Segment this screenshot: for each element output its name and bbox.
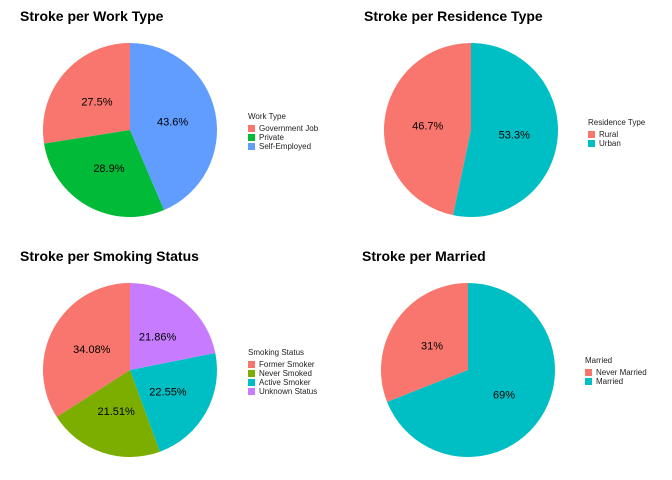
slice-label-married: 69% xyxy=(493,389,515,401)
pie-slice-never-married xyxy=(381,283,468,403)
chart-title: Stroke per Married xyxy=(362,248,486,264)
legend-item-married: Married xyxy=(585,377,647,386)
legend-swatch xyxy=(248,134,255,141)
legend-title: Smoking Status xyxy=(248,348,305,357)
legend-title: Work Type xyxy=(248,112,286,121)
slice-label-never-married: 31% xyxy=(421,341,443,353)
legend-item-urban: Urban xyxy=(588,139,645,148)
chart-panel-work-type: Stroke per Work Type 27.5% 28.9% 43.6% Wor… xyxy=(0,0,336,240)
legend: Work Type Government Job Private Self-Emplo… xyxy=(248,112,318,151)
pie-chart: 34.08% 21.51% 22.55% 21.86% xyxy=(43,283,217,457)
legend-item-private: Private xyxy=(248,133,318,142)
pie-slice-private xyxy=(44,130,165,217)
legend-swatch xyxy=(248,125,255,132)
slice-label-government-job: 27.5% xyxy=(81,97,112,109)
legend-title: Residence Type xyxy=(588,118,646,127)
legend-swatch xyxy=(248,388,255,395)
slice-label-never-smoked: 21.51% xyxy=(97,406,135,418)
pie-slice-former-smoker xyxy=(43,283,130,417)
legend-label: Active Smoker xyxy=(259,378,311,387)
legend-item-government-job: Government Job xyxy=(248,124,318,133)
legend-swatch xyxy=(588,131,595,138)
legend: Residence Type Rural Urban xyxy=(588,118,645,148)
legend-item-rural: Rural xyxy=(588,130,645,139)
legend-label: Married xyxy=(596,377,624,386)
pie-slice-active-smoker xyxy=(130,352,217,452)
legend-label: Government Job xyxy=(259,124,319,133)
chart-title: Stroke per Residence Type xyxy=(364,8,543,24)
pie-slice-urban xyxy=(453,43,559,217)
legend-label: Former Smoker xyxy=(259,360,315,369)
legend-item-never-married: Never Married xyxy=(585,368,647,377)
slice-label-active-smoker: 22.55% xyxy=(149,386,187,398)
slice-label-unknown-status: 21.86% xyxy=(139,331,177,343)
legend: Smoking Status Former Smoker Never Smoked A… xyxy=(248,348,317,396)
legend-title: Married xyxy=(585,356,613,365)
legend-swatch xyxy=(248,143,255,150)
pie-chart: 27.5% 28.9% 43.6% xyxy=(43,43,217,217)
pie-chart: 31% 69% xyxy=(381,283,555,457)
slice-label-private: 28.9% xyxy=(93,163,124,175)
slice-label-self-employed: 43.6% xyxy=(157,116,188,128)
legend-label: Self-Employed xyxy=(259,142,312,151)
pie-slice-married xyxy=(387,283,555,457)
legend-label: Unknown Status xyxy=(259,387,318,396)
pie-slice-never-smoked xyxy=(56,370,160,457)
legend-swatch xyxy=(248,361,255,368)
legend-swatch xyxy=(585,369,592,376)
chart-title: Stroke per Smoking Status xyxy=(20,248,199,264)
legend-swatch xyxy=(248,370,255,377)
legend-item-unknown-status: Unknown Status xyxy=(248,387,317,396)
legend-swatch xyxy=(588,140,595,147)
chart-panel-smoking-status: Stroke per Smoking Status 34.08% 21.51% 22… xyxy=(0,240,336,480)
pie-chart: 46.7% 53.3% xyxy=(384,43,559,217)
legend: Married Never Married Married xyxy=(585,356,647,386)
chart-panel-married: Stroke per Married 31% 69% Married Never M… xyxy=(336,240,672,480)
legend-swatch xyxy=(585,378,592,385)
chart-title: Stroke per Work Type xyxy=(20,8,164,24)
legend-item-former-smoker: Former Smoker xyxy=(248,360,317,369)
pie-slice-unknown-status xyxy=(130,283,216,370)
legend-label: Rural xyxy=(599,130,619,139)
legend-label: Never Smoked xyxy=(259,369,312,378)
pie-slice-government-job xyxy=(43,43,130,144)
slice-label-urban: 53.3% xyxy=(499,130,530,142)
pie-slice-rural xyxy=(384,43,471,216)
slice-label-rural: 46.7% xyxy=(412,120,443,132)
slice-label-former-smoker: 34.08% xyxy=(73,344,111,356)
legend-swatch xyxy=(248,379,255,386)
legend-item-self-employed: Self-Employed xyxy=(248,142,318,151)
legend-label: Urban xyxy=(599,139,621,148)
chart-panel-residence-type: Stroke per Residence Type 46.7% 53.3% Res… xyxy=(336,0,672,240)
pie-slice-self-employed xyxy=(130,43,217,211)
legend-label: Never Married xyxy=(596,368,647,377)
legend-label: Private xyxy=(259,133,284,142)
legend-item-never-smoked: Never Smoked xyxy=(248,369,317,378)
legend-item-active-smoker: Active Smoker xyxy=(248,378,317,387)
